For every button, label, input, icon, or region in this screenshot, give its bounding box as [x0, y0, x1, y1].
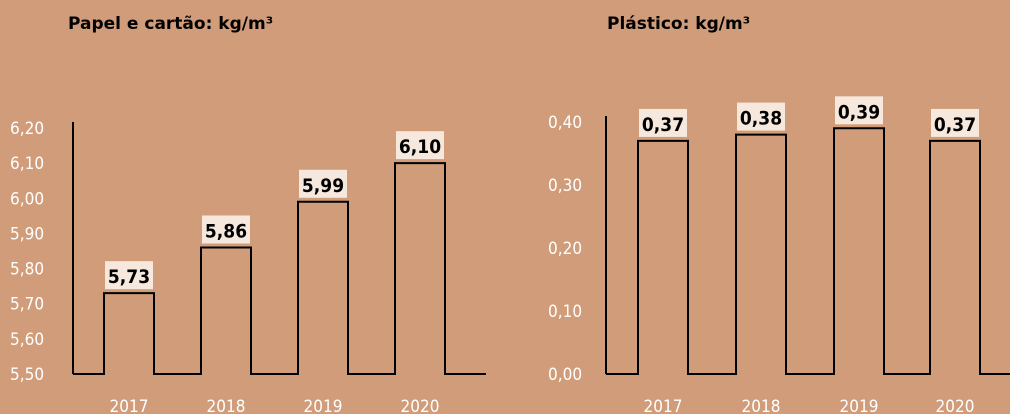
- x-tick-label-plastic: 2019: [840, 397, 879, 414]
- value-label-plastic: 0,38: [740, 108, 782, 130]
- bar-plastic-2017: [638, 141, 688, 374]
- y-tick-label-plastic: 0,20: [548, 239, 582, 259]
- value-label-bg-plastic: [835, 96, 883, 125]
- value-label-bg-paper: [299, 169, 347, 198]
- bar-outline-paper: [73, 162, 486, 375]
- y-tick-label-plastic: 0,10: [548, 302, 582, 322]
- y-tick-label-paper: 5,50: [10, 365, 44, 385]
- bar-plastic-2019: [834, 128, 884, 374]
- y-tick-label-plastic: 0,00: [548, 365, 582, 385]
- bar-outline-plastic: [606, 127, 1010, 375]
- y-tick-label-paper: 5,60: [10, 330, 44, 350]
- value-label-bg-paper: [105, 261, 153, 290]
- x-tick-label-paper: 2017: [110, 397, 149, 414]
- chart-title-plastic: Plástico: kg/m³: [607, 14, 751, 34]
- x-tick-label-paper: 2020: [401, 397, 440, 414]
- value-label-plastic: 0,37: [934, 114, 976, 136]
- value-label-paper: 6,10: [399, 136, 441, 158]
- bar-paper-2019: [298, 202, 348, 374]
- value-label-bg-plastic: [737, 102, 785, 131]
- y-tick-label-paper: 6,10: [10, 154, 44, 174]
- value-label-bg-plastic: [931, 108, 979, 137]
- chart-title-paper: Papel e cartão: kg/m³: [68, 14, 274, 34]
- y-tick-label-plastic: 0,40: [548, 113, 582, 133]
- x-tick-label-plastic: 2018: [742, 397, 781, 414]
- bar-paper-2018: [201, 247, 251, 374]
- value-label-paper: 5,99: [302, 175, 344, 197]
- x-tick-label-paper: 2019: [304, 397, 343, 414]
- value-label-paper: 5,73: [108, 266, 150, 288]
- value-label-paper: 5,86: [205, 220, 247, 242]
- bar-plastic-2020: [930, 141, 980, 374]
- bar-paper-2017: [104, 293, 154, 374]
- y-tick-label-paper: 6,00: [10, 189, 44, 209]
- y-tick-label-paper: 6,20: [10, 119, 44, 139]
- x-tick-label-plastic: 2020: [936, 397, 975, 414]
- value-label-bg-paper: [202, 215, 250, 244]
- x-tick-label-plastic: 2017: [644, 397, 683, 414]
- value-label-plastic: 0,39: [838, 101, 880, 123]
- value-label-plastic: 0,37: [642, 114, 684, 136]
- y-tick-label-paper: 5,70: [10, 295, 44, 315]
- bar-plastic-2018: [736, 135, 786, 374]
- value-label-bg-paper: [396, 131, 444, 160]
- y-tick-label-paper: 5,80: [10, 260, 44, 280]
- bar-paper-2020: [395, 163, 445, 374]
- x-tick-label-paper: 2018: [207, 397, 246, 414]
- y-tick-label-plastic: 0,30: [548, 176, 582, 196]
- value-label-bg-plastic: [639, 108, 687, 137]
- y-tick-label-paper: 5,90: [10, 224, 44, 244]
